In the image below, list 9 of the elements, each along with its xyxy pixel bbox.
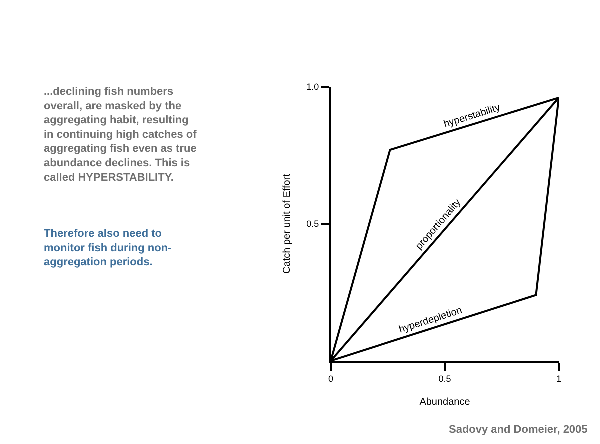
x-tick-label: 1 [556, 374, 562, 384]
text: Sadovy and Domeier, 2005 [449, 424, 588, 436]
x-axis-title: Abundance [420, 396, 471, 408]
x-tick-label: 0 [328, 374, 334, 384]
y-axis-title: Catch per unit of Effort [282, 174, 294, 274]
text: Therefore also need to monitor fish during non-aggregation periods. [44, 228, 172, 269]
x-tick-label: 0.5 [438, 374, 452, 384]
y-tick-label: 1.0 [306, 82, 320, 92]
text: ...declining fish numbers overall, are masked by the aggregating habit, resulting in continuing high catches of aggregating fish even as true abundance declines. This is called HYPERSTABILITY. [44, 86, 198, 184]
